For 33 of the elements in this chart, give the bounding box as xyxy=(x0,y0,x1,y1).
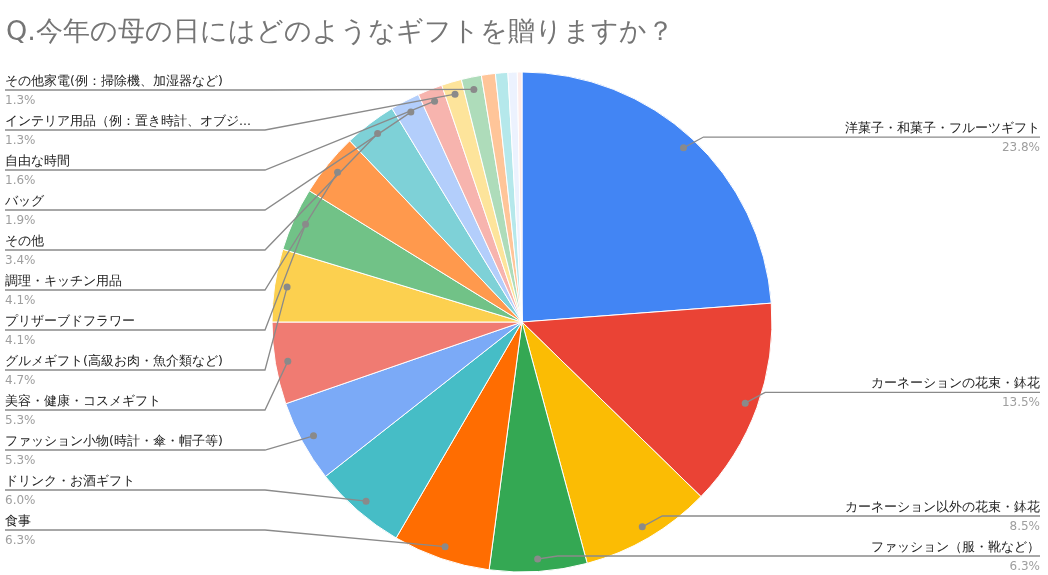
slice-label: カーネーション以外の花束・鉢花 xyxy=(845,499,1040,514)
slice-label: カーネーションの花束・鉢花 xyxy=(871,375,1040,391)
data-label: 4.1% xyxy=(5,333,36,347)
data-label: 5.3% xyxy=(5,453,36,467)
slice-label: バッグ xyxy=(4,193,45,208)
data-label: 4.7% xyxy=(5,373,36,387)
data-label: 13.5% xyxy=(1001,395,1040,410)
chart-title: Q.今年の母の日にはどのようなギフトを贈りますか？ xyxy=(6,15,674,46)
slice-label: その他家電(例：掃除機、加湿器など) xyxy=(5,73,223,88)
slice-label: インテリア用品（例：置き時計、オブジ... xyxy=(5,113,251,128)
data-label: 6.0% xyxy=(5,493,36,507)
slice-label: 美容・健康・コスメギフト xyxy=(5,393,161,408)
slice-label: グルメギフト(高級お肉・魚介類など) xyxy=(5,353,223,368)
data-label: 23.8% xyxy=(1001,140,1040,155)
data-label: 8.5% xyxy=(1009,519,1040,533)
data-label: 1.3% xyxy=(5,93,36,107)
slice-label: プリザーブドフラワー xyxy=(5,313,135,328)
slice-label: ファッション（服・靴など） xyxy=(871,539,1040,554)
data-label: 1.9% xyxy=(5,213,36,227)
slice-label: ドリンク・お酒ギフト xyxy=(5,473,135,488)
data-label: 3.4% xyxy=(5,253,36,267)
data-label: 1.6% xyxy=(5,173,36,187)
data-label: 6.3% xyxy=(1009,559,1040,573)
slice-label: 自由な時間 xyxy=(5,153,70,168)
slice-label: ファッション小物(時計・傘・帽子等) xyxy=(5,433,223,448)
data-label: 5.3% xyxy=(5,413,36,427)
data-label: 1.3% xyxy=(5,133,36,147)
slice-label: 食事 xyxy=(5,513,31,528)
data-label: 6.3% xyxy=(5,533,36,547)
data-label: 4.1% xyxy=(5,293,36,307)
slice-label: 洋菓子・和菓子・フルーツギフト xyxy=(845,120,1040,136)
slice-label: その他 xyxy=(5,233,44,248)
slice-label: 調理・キッチン用品 xyxy=(5,273,122,288)
